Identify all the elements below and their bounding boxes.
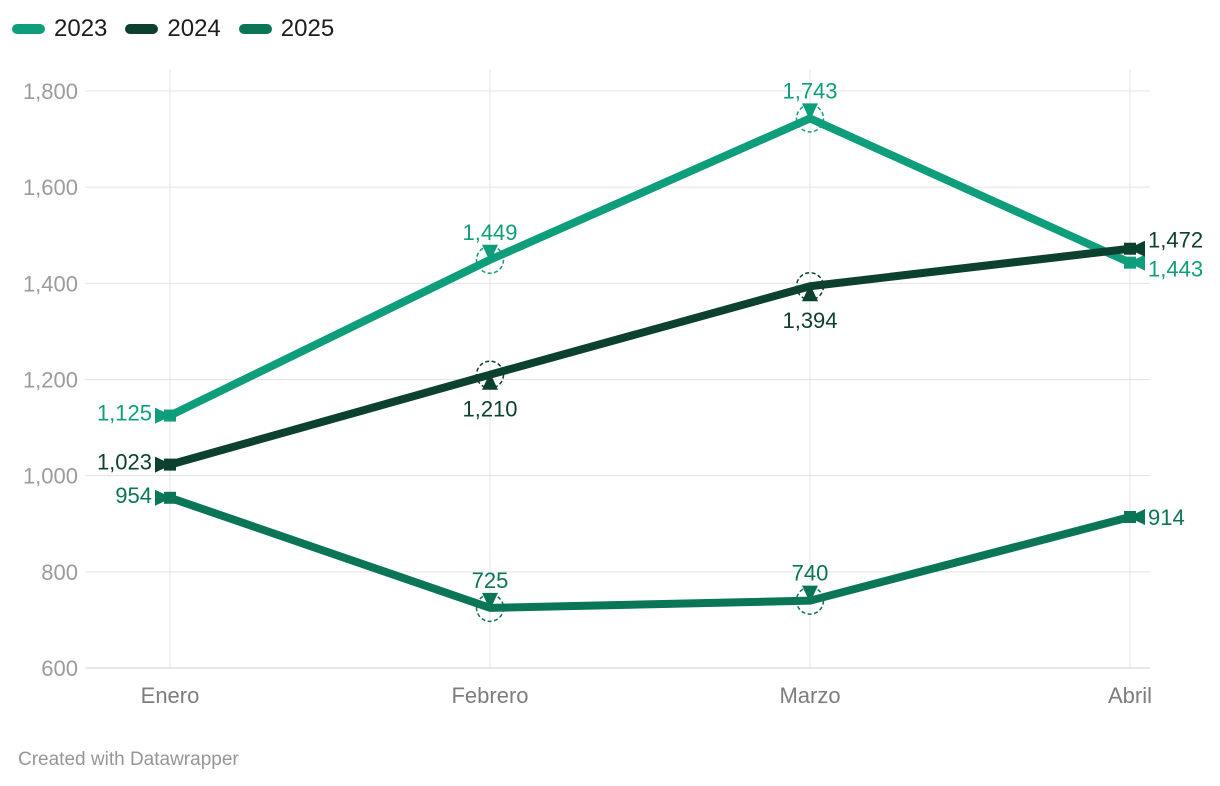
y-tick-label: 1,600 [23,175,78,200]
data-point-ring-2025-Marzo [795,586,825,615]
label-arrow-2023-Enero [155,407,172,424]
series-markers-2023 [164,104,1136,422]
chart-legend: 2023 2024 2025 [12,17,334,41]
value-label-2025-Abril: 914 [1148,505,1185,530]
label-arrow-2024-Marzo [802,284,818,302]
value-label-2023-Marzo: 1,743 [782,78,837,103]
gridlines [85,70,1150,669]
y-tick-label: 1,000 [23,464,78,489]
y-tick-label: 1,400 [23,271,78,296]
y-axis-labels: 600 800 1,000 1,200 1,400 1,600 1,800 [23,79,78,681]
label-arrow-2023-Marzo [802,103,818,121]
label-arrow-2023-Abril [1128,254,1145,271]
value-label-2024-Febrero: 1,210 [462,397,517,422]
value-label-2024-Enero: 1,023 [97,450,152,475]
label-arrow-2024-Febrero [482,372,498,390]
y-tick-label: 600 [41,656,78,681]
y-tick-label: 1,800 [23,79,78,104]
y-tick-label: 800 [41,560,78,585]
label-arrow-2023-Febrero [482,244,498,262]
value-label-2025-Enero: 954 [115,483,152,508]
data-point-ring-2025-Febrero [475,593,505,623]
legend-label: 2024 [167,15,221,42]
value-label-2023-Febrero: 1,449 [462,220,517,245]
x-tick-label-Marzo: Marzo [779,683,840,708]
value-label-2025-Febrero: 725 [472,568,509,593]
x-tick-label-Enero: Enero [141,683,200,708]
series-line-2024 [168,244,1131,469]
label-arrow-2025-Marzo [802,585,818,603]
legend-swatch-2025 [238,24,272,34]
label-arrow-2025-Febrero [482,592,498,610]
value-label-2024-Marzo: 1,394 [782,308,837,333]
x-tick-label-Febrero: Febrero [451,683,528,708]
label-arrow-2025-Abril [1128,509,1145,526]
legend-swatch-2023 [12,24,45,34]
value-label-2024-Abril: 1,472 [1148,228,1203,253]
series-value-labels-2023: 1,125 1,449 1,743 1,443 [97,78,1203,425]
legend-item-2025: 2025 [238,15,335,42]
series-value-labels-2024: 1,023 1,210 1,394 1,472 [97,228,1203,475]
series-markers-2024 [164,242,1136,471]
value-label-2023-Enero: 1,125 [97,401,152,426]
label-arrow-2024-Enero [155,456,172,473]
data-point-ring-2023-Febrero [475,245,505,275]
x-axis-labels: Enero Febrero Marzo Abril [141,683,1152,708]
legend-item-2023: 2023 [12,17,107,41]
series-value-labels-2025: 954 725 740 914 [115,483,1185,610]
legend-swatch-2024 [125,24,159,34]
data-point-ring-2023-Marzo [795,104,825,133]
x-tick-label-Abril: Abril [1108,683,1152,708]
y-tick-label: 1,200 [23,368,78,393]
legend-item-2024: 2024 [125,15,221,42]
legend-label: 2025 [280,15,335,42]
label-arrow-2024-Abril [1128,240,1145,257]
value-label-2025-Marzo: 740 [792,561,829,586]
legend-label: 2023 [54,15,108,42]
datawrapper-attribution[interactable]: Created with Datawrapper [18,749,239,770]
series-line-2025 [168,494,1132,612]
value-label-2023-Abril: 1,443 [1148,257,1203,282]
label-arrow-2025-Enero [155,489,172,506]
series-line-2023 [168,114,1132,420]
